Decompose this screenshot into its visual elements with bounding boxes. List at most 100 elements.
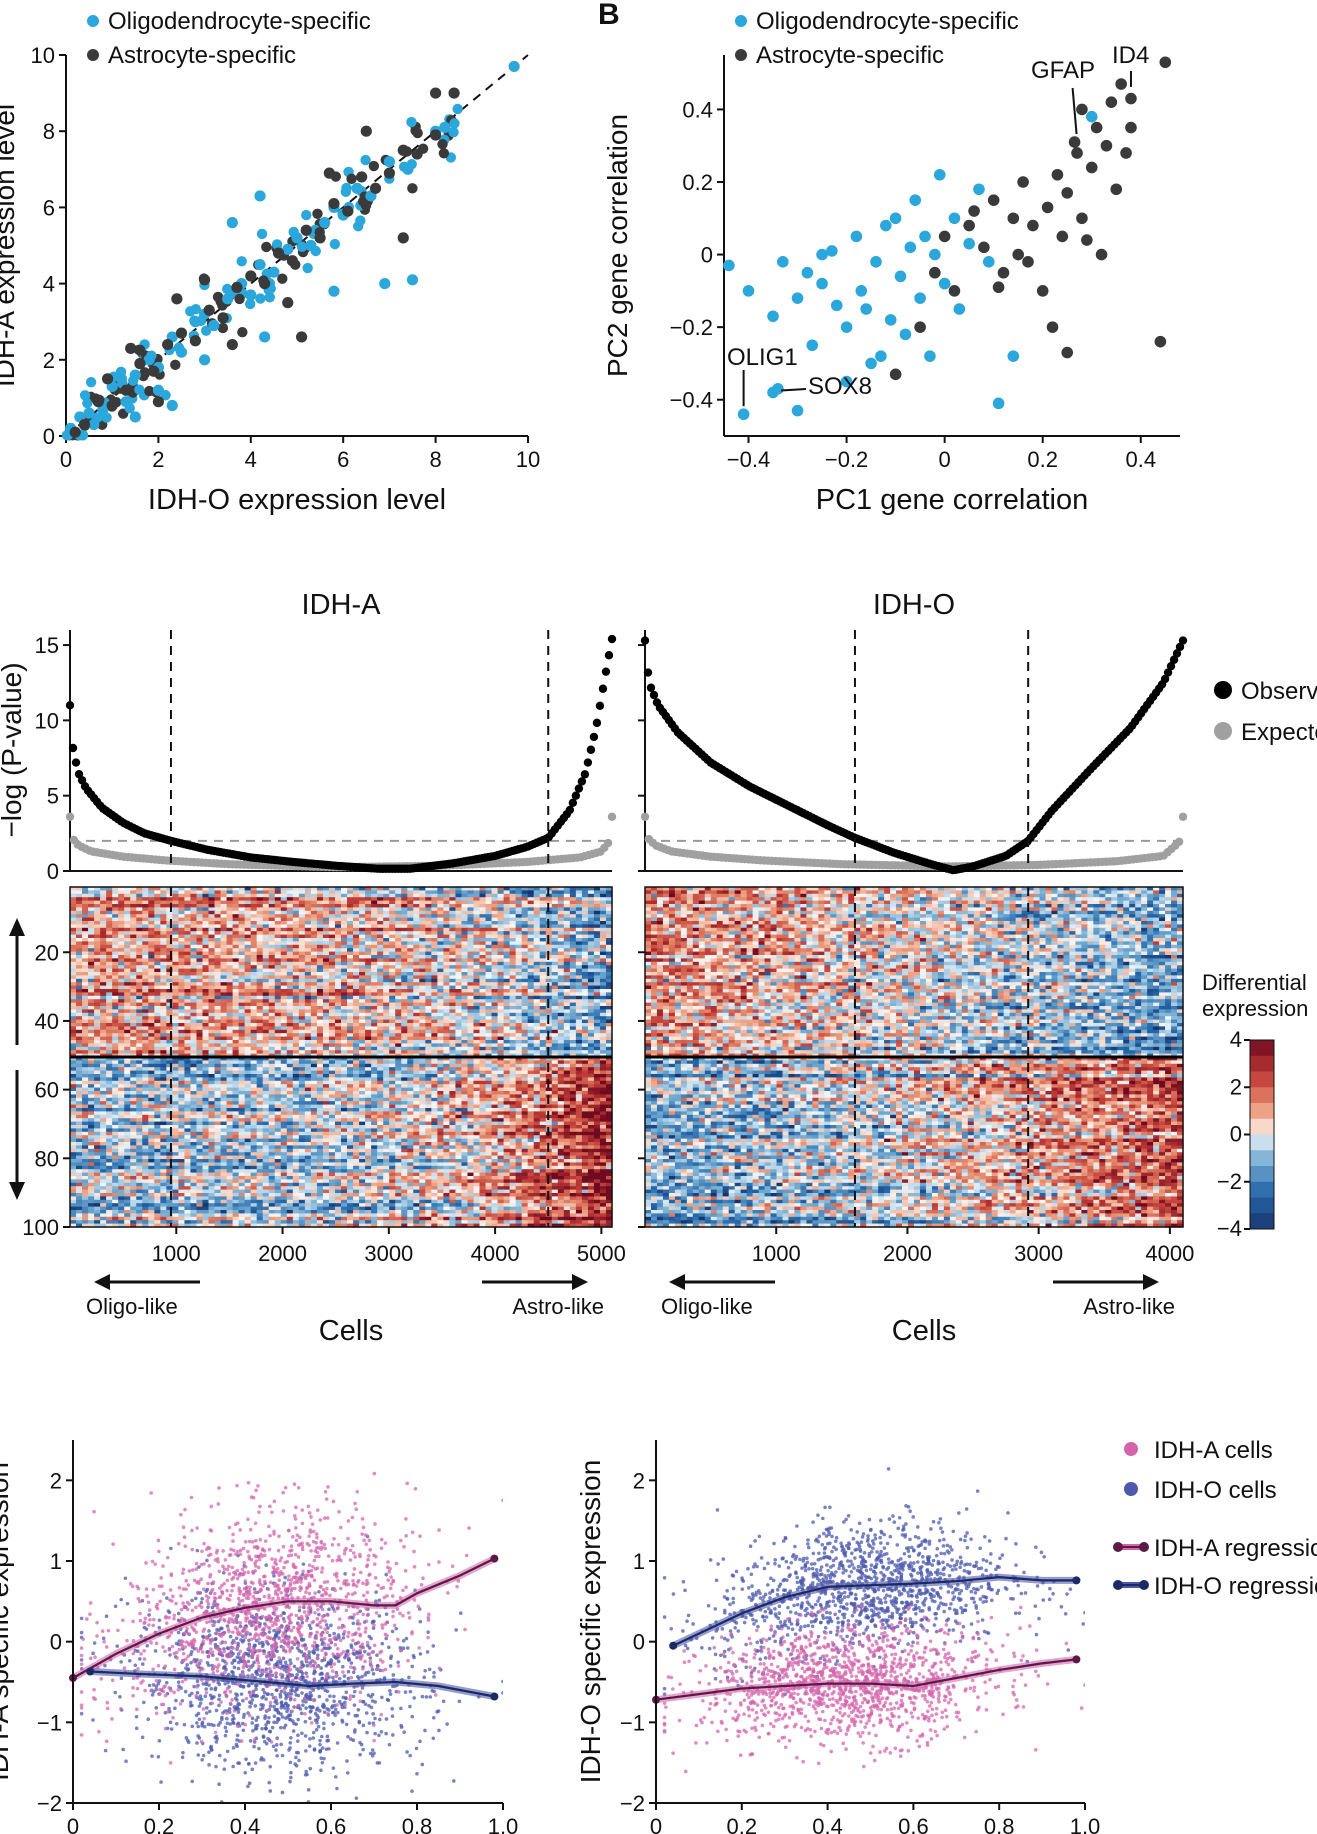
y-tick-label: 2 — [43, 348, 55, 373]
oligodendrocyte-point — [934, 169, 946, 181]
oligodendrocyte-point — [870, 256, 882, 268]
expected-point — [608, 813, 616, 821]
expected-point — [1175, 838, 1183, 846]
astrocyte-point — [301, 225, 312, 236]
y-tick-label: 0 — [47, 859, 59, 884]
legend-astro-marker — [87, 49, 99, 61]
astrocyte-point — [261, 242, 271, 252]
oligodendrocyte-point — [351, 183, 362, 194]
panel-c-legend: Observed Expected — [1214, 678, 1317, 746]
legend-observed-marker — [1214, 681, 1232, 699]
astrocyte-point — [324, 168, 335, 179]
oligodendrocyte-point — [130, 411, 141, 422]
oligodendrocyte-point — [875, 350, 887, 362]
oligodendrocyte-point — [222, 284, 232, 294]
y-tick-label: 0 — [43, 424, 55, 449]
observed-point — [608, 635, 616, 643]
astrocyte-point — [448, 88, 459, 99]
legend-oligo-marker — [87, 15, 99, 27]
panel-c-idh-a-heatmap: 1000 2000 3000 4000 500020406080100Oligo-lik… — [22, 887, 626, 1347]
astrocyte-point — [430, 88, 441, 99]
astrocyte-point — [963, 220, 975, 232]
oligodendrocyte-point — [254, 190, 265, 201]
astrocyte-point — [369, 161, 379, 171]
oligodendrocyte-point — [268, 267, 279, 278]
legend-oligo-label: Oligodendrocyte-specific — [108, 8, 371, 35]
oligodendrocyte-point — [227, 217, 238, 228]
astrocyte-point — [949, 285, 961, 297]
annotation-leader — [1073, 88, 1077, 134]
y-tick-label: 15 — [35, 633, 59, 658]
x-tick-label: 10 — [516, 447, 540, 472]
oligodendrocyte-point — [360, 155, 370, 165]
observed-point — [647, 684, 655, 692]
subplot-title: IDH-O — [873, 589, 955, 621]
oligodendrocyte-point — [806, 339, 818, 351]
x-tick-label: 6 — [337, 447, 349, 472]
oligodendrocyte-point — [895, 271, 907, 283]
oligodendrocyte-point — [302, 263, 312, 273]
subplot-title: IDH-A — [302, 589, 382, 621]
astrocyte-point — [79, 419, 90, 430]
observed-point — [72, 758, 80, 766]
astrocyte-point — [1061, 347, 1073, 359]
oligodendrocyte-point — [831, 300, 843, 312]
panel-b-scatter: B−0.4 −0.2 0 0.2 0.4−0.4−0.200.20.4GFAPID4OL… — [598, 0, 1180, 516]
astrocyte-point — [407, 183, 417, 193]
astrocyte-point — [1125, 93, 1137, 105]
astrocyte-point — [890, 369, 902, 381]
oligodendrocyte-point — [1007, 350, 1019, 362]
astrocyte-point — [259, 278, 270, 289]
legend-expected-label: Expected — [1241, 719, 1317, 746]
astrocyte-point — [287, 255, 298, 266]
legend-observed-label: Observed — [1241, 678, 1317, 705]
x-tick-label: −0.2 — [825, 447, 868, 472]
astrocyte-point — [356, 171, 367, 182]
oligodendrocyte-point — [880, 220, 892, 232]
observed-point — [593, 719, 601, 727]
astrocyte-point — [398, 145, 409, 156]
oligodendrocyte-point — [885, 314, 897, 326]
annotation-sox8: SOX8 — [808, 373, 872, 400]
oligodendrocyte-point — [973, 183, 985, 195]
astrocyte-point — [227, 339, 238, 350]
observed-point — [644, 668, 652, 676]
astrocyte-point — [361, 126, 372, 137]
astrocyte-point — [1042, 202, 1054, 214]
oligodendrocyte-point — [259, 331, 270, 342]
oligodendrocyte-point — [841, 321, 853, 333]
oligodendrocyte-point — [384, 156, 395, 167]
astrocyte-point — [125, 343, 136, 354]
astrocyte-point — [273, 248, 284, 259]
annotation-olig1: OLIG1 — [727, 344, 798, 371]
y-tick-label: 6 — [43, 195, 55, 220]
oligodendrocyte-point — [954, 303, 966, 315]
x-tick-label: 8 — [429, 447, 441, 472]
oligodendrocyte-point — [255, 293, 265, 303]
oligodendrocyte-point — [237, 256, 247, 266]
oligodendrocyte-point — [865, 358, 877, 370]
astrocyte-point — [914, 321, 926, 333]
oligodendrocyte-point — [190, 316, 201, 327]
observed-point — [581, 770, 589, 778]
astrocyte-point — [1037, 285, 1049, 297]
oligodendrocyte-point — [509, 61, 520, 72]
oligodendrocyte-point — [257, 229, 267, 239]
astrocyte-point — [204, 305, 215, 316]
expected-point — [1179, 813, 1187, 821]
oligodendrocyte-point — [439, 122, 450, 133]
astrocyte-point — [234, 294, 244, 304]
astrocyte-point — [384, 168, 395, 179]
y-tick-label: 0.4 — [682, 97, 713, 122]
astrocyte-point — [171, 293, 182, 304]
observed-point — [69, 744, 77, 752]
observed-point — [587, 746, 595, 754]
astrocyte-point — [939, 231, 951, 243]
panel-c-idh-o-pvalue: IDH-O — [638, 589, 1187, 874]
astrocyte-point — [1081, 234, 1093, 246]
astrocyte-point — [1086, 162, 1098, 174]
astrocyte-point — [1120, 147, 1132, 159]
astrocyte-point — [93, 396, 104, 407]
